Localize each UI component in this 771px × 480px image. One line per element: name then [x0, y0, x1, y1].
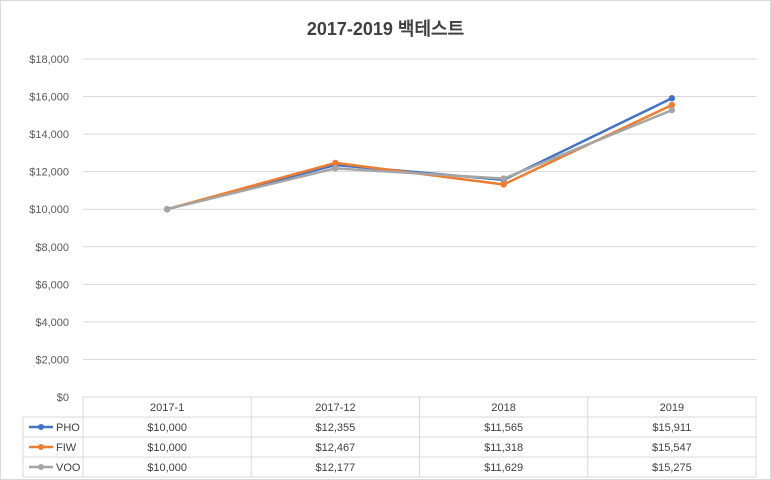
table-cell: $12,355	[315, 422, 355, 434]
y-tick-label: $6,000	[35, 279, 69, 291]
table-cell: $10,000	[147, 422, 187, 434]
table-cell: $12,467	[315, 442, 355, 454]
category-label: 2019	[660, 402, 684, 414]
y-tick-label: $4,000	[35, 317, 69, 329]
legend-marker-voo	[38, 464, 44, 470]
table-cell: $10,000	[147, 462, 187, 474]
legend-marker-pho	[38, 424, 44, 430]
table-cell: $15,547	[652, 442, 692, 454]
data-point-fiw	[500, 181, 507, 188]
data-point-voo	[332, 165, 339, 172]
table-cell: $12,177	[315, 462, 355, 474]
legend-label-voo: VOO	[56, 462, 81, 474]
series-line-fiw	[166, 103, 673, 211]
legend-label-fiw: FIW	[56, 442, 77, 454]
chart-title: 2017-2019 백테스트	[306, 19, 465, 39]
legend-marker-fiw	[38, 444, 44, 450]
series-line-pho	[166, 97, 673, 211]
table-cell: $11,629	[484, 462, 523, 474]
y-tick-label: $18,000	[29, 54, 69, 66]
table-cell: $11,565	[484, 422, 523, 434]
data-point-voo	[668, 106, 676, 114]
y-tick-label: $14,000	[29, 129, 69, 141]
data-point-pho	[668, 95, 676, 102]
category-label: 2017-1	[150, 402, 184, 414]
table-cell: $15,275	[652, 462, 692, 474]
data-point-fiw	[668, 101, 676, 109]
y-tick-label: $12,000	[29, 167, 69, 179]
category-label: 2017-12	[315, 402, 355, 414]
y-tick-label: $10,000	[29, 204, 69, 216]
y-tick-label: $2,000	[35, 354, 69, 366]
table-cell: $10,000	[147, 442, 187, 454]
y-tick-label: $8,000	[35, 242, 69, 254]
table-cell: $15,911	[652, 422, 691, 434]
data-point-fiw	[332, 159, 339, 167]
y-tick-label: $16,000	[29, 92, 69, 104]
legend-label-pho: PHO	[56, 422, 80, 434]
y-tick-label: $0	[57, 392, 69, 404]
data-point-voo	[500, 175, 507, 182]
series-line-voo	[166, 109, 673, 211]
category-label: 2018	[491, 402, 515, 414]
table-cell: $11,318	[484, 442, 523, 454]
data-point-voo	[163, 206, 171, 213]
